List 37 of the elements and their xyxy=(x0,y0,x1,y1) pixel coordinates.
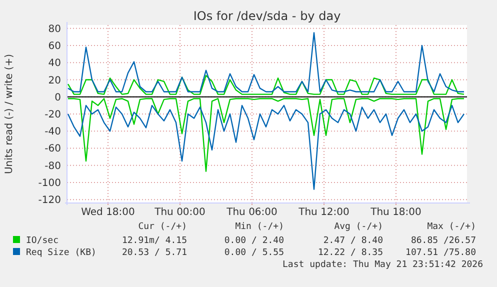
legend-label: Req Size (KB) xyxy=(26,248,96,258)
y-tick-label: 80 xyxy=(48,24,61,35)
y-tick-label: 20 xyxy=(48,75,61,86)
y-tick-label: 40 xyxy=(48,58,61,70)
y-tick-label: 60 xyxy=(48,41,61,52)
y-tick-label: -80 xyxy=(44,160,61,172)
chart-title: IOs for /dev/sda - by day xyxy=(193,9,341,23)
text: Cur (-/+) xyxy=(138,222,187,232)
text: 20.53 / 5.71 xyxy=(122,248,187,258)
y-axis-title: Units read (-) / write (+) xyxy=(4,54,15,174)
y-tick-label: -20 xyxy=(44,110,61,120)
text: 12.22 / 8.35 xyxy=(318,248,383,258)
line-series xyxy=(67,32,465,92)
line-series xyxy=(67,74,465,95)
line-series xyxy=(67,104,465,190)
text: 0.00 / 2.40 xyxy=(224,236,284,246)
legend-label: IO/sec xyxy=(26,236,59,246)
text: 86.85 /26.57 xyxy=(410,236,476,246)
y-tick-label: -100 xyxy=(38,178,61,189)
y-tick-label: -120 xyxy=(38,195,61,206)
text: Min (-/+) xyxy=(235,222,284,232)
text: 12.91m/ 4.15 xyxy=(122,236,187,246)
text: 0.00 / 5.55 xyxy=(224,248,284,258)
text: 107.51 /75.80 xyxy=(406,248,476,258)
text: Last update: Thu May 21 23:51:42 2026 xyxy=(282,260,483,270)
x-tick-label: Thu 06:00 xyxy=(226,207,278,218)
x-tick-label: Thu 00:00 xyxy=(154,207,206,218)
text: Avg (-/+) xyxy=(334,222,383,232)
x-tick-label: Thu 12:00 xyxy=(298,207,350,218)
line-series xyxy=(67,98,465,172)
x-tick-label: Wed 18:00 xyxy=(81,207,135,218)
y-tick-label: -60 xyxy=(44,144,61,155)
text: Max (-/+) xyxy=(427,222,476,232)
text: 2.47 / 8.40 xyxy=(323,236,383,246)
y-tick-label: 0 xyxy=(54,92,61,104)
x-tick-label: Thu 18:00 xyxy=(370,207,422,218)
y-tick-label: -40 xyxy=(44,126,61,138)
